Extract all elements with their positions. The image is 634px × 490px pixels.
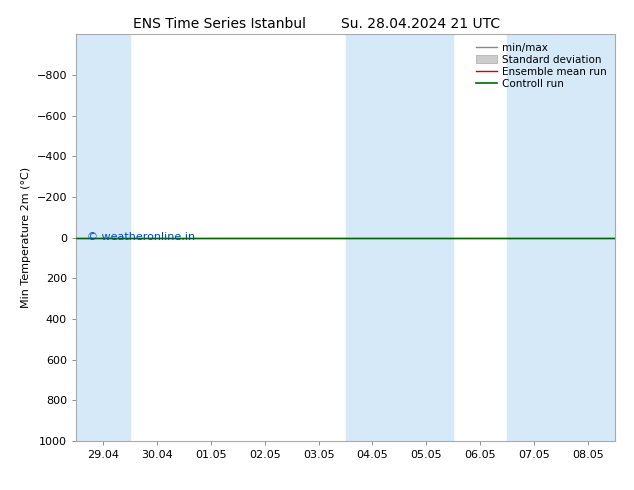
Bar — [507, 34, 615, 441]
Legend: min/max, Standard deviation, Ensemble mean run, Controll run: min/max, Standard deviation, Ensemble me… — [472, 39, 611, 93]
Bar — [346, 34, 453, 441]
Y-axis label: Min Temperature 2m (°C): Min Temperature 2m (°C) — [21, 167, 31, 308]
Bar — [76, 34, 130, 441]
Text: ENS Time Series Istanbul        Su. 28.04.2024 21 UTC: ENS Time Series Istanbul Su. 28.04.2024 … — [133, 17, 501, 31]
Text: © weatheronline.in: © weatheronline.in — [87, 232, 195, 242]
